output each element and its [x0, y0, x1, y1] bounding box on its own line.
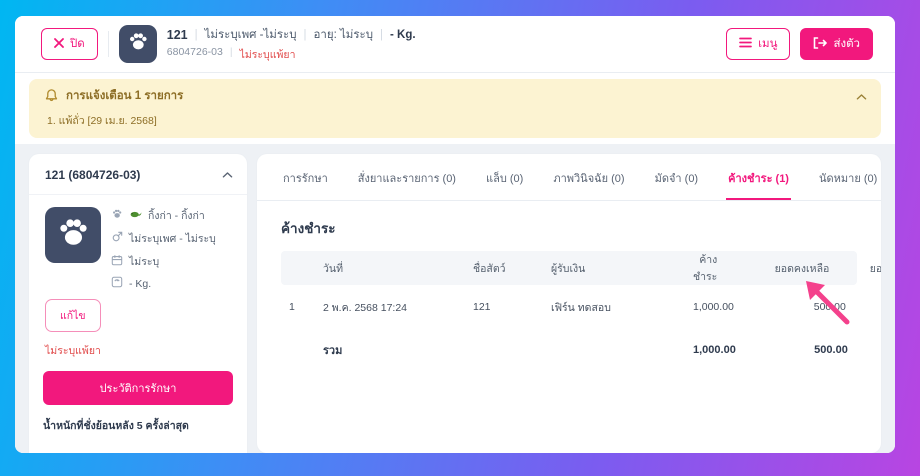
total-balance: 500.00	[814, 344, 848, 356]
row-pet: 121	[473, 301, 491, 313]
divider	[107, 31, 109, 57]
paw-icon	[54, 214, 92, 257]
patient-subtitle: 6804726-03 | ไม่ระบุแพ้ยา	[166, 45, 296, 61]
col-pet: ชื่อสัตว์	[473, 262, 506, 275]
pet-card-header[interactable]: 121 (6804726-03)	[29, 154, 247, 195]
tab-treatment[interactable]: การรักษา	[283, 173, 328, 185]
main-panel: การรักษา สั่งยาและรายการ (0) แล็บ (0) ภา…	[257, 154, 881, 453]
col-paid: ยอดชำระ	[869, 262, 881, 275]
weight-icon	[111, 276, 123, 291]
pet-card-title: 121 (6804726-03)	[45, 168, 141, 182]
section-title: ค้างชำระ	[281, 221, 336, 236]
col-date: วันที่	[323, 262, 343, 275]
row-payee: เฟิร์น ทดสอบ	[551, 301, 611, 314]
chart-plot-area: 5 4 3 2 1 0	[57, 446, 233, 454]
edit-button[interactable]: แก้ไข	[45, 299, 101, 332]
weight-chart: น้ำหนักที่ชั่งย้อนหลัง 5 ครั้งล่าสุด กิโ…	[29, 405, 247, 453]
total-due: 1,000.00	[693, 344, 736, 356]
tab-orders[interactable]: สั่งยาและรายการ (0)	[357, 173, 456, 185]
gender-icon	[111, 231, 123, 246]
col-due: ค้างชำระ	[693, 254, 718, 283]
weight-row: - Kg.	[111, 276, 216, 291]
paw-small-icon	[111, 208, 123, 223]
close-button-label: ปิด	[70, 38, 85, 50]
pet-details: กิ้งก่า - กิ้งก่า ไม่ระบุเพศ - ไม่ระบุ	[29, 195, 247, 291]
bell-icon	[45, 88, 58, 105]
patient-title-block: 121 | ไม่ระบุเพศ -ไม่ระบุ | อายุ: ไม่ระบ…	[167, 26, 416, 63]
tab-bar: การรักษา สั่งยาและรายการ (0) แล็บ (0) ภา…	[257, 154, 881, 201]
pet-id: 121	[166, 27, 188, 42]
tab-deposit[interactable]: มัดจำ (0)	[654, 173, 699, 185]
paw-icon	[126, 30, 150, 59]
total-label: รวม	[323, 345, 343, 357]
alert-title: การแจ้งเตือน 1 รายการ	[66, 90, 184, 102]
forward-button[interactable]: ส่งตัว	[800, 28, 873, 60]
collapse-chevron-icon[interactable]	[222, 166, 233, 184]
alert-header[interactable]: การแจ้งเตือน 1 รายการ	[45, 87, 865, 105]
close-button[interactable]: ปิด	[41, 28, 98, 60]
sidebar-allergy-note: ไม่ระบุแพ้ยา	[45, 345, 101, 357]
patient-header: ปิด 121 | ไม่ระบุเพศ -ไม่ระบุ | อายุ: ไม…	[15, 16, 895, 73]
record-number: 6804726-03	[166, 45, 223, 58]
pet-info-list: กิ้งก่า - กิ้งก่า ไม่ระบุเพศ - ไม่ระบุ	[111, 207, 216, 291]
pet-age: อายุ: ไม่ระบุ	[313, 28, 374, 41]
tab-outstanding[interactable]: ค้างชำระ (1)	[726, 154, 791, 200]
tab-diagnostic-images[interactable]: ภาพวินิจฉัย (0)	[553, 173, 625, 185]
species-row: กิ้งก่า - กิ้งก่า	[111, 207, 216, 224]
row-date: 2 พ.ค. 2568 17:24	[323, 301, 408, 314]
forward-arrow-icon	[813, 36, 828, 52]
outstanding-table: วันที่ ชื่อสัตว์ ผู้รับเงิน ค้างชำระ ยอด…	[281, 251, 881, 371]
content-area: 121 (6804726-03)	[15, 144, 895, 453]
pet-avatar	[118, 25, 157, 63]
menu-icon	[739, 37, 752, 51]
row-index: 1	[289, 301, 295, 313]
forward-button-label: ส่งตัว	[833, 38, 860, 50]
treatment-history-button[interactable]: ประวัติการรักษา	[43, 371, 233, 405]
table-total-row: รวม 1,000.00 500.00 0.00	[281, 329, 857, 371]
tab-lab[interactable]: แล็บ (0)	[485, 173, 524, 185]
pet-weight: - Kg.	[390, 28, 416, 41]
notification-alert: การแจ้งเตือน 1 รายการ 1. แพ้ถั่ว [29 เม.…	[29, 79, 881, 138]
pet-sidebar: 121 (6804726-03)	[29, 154, 247, 453]
gender-value: ไม่ระบุเพศ - ไม่ระบุ	[129, 233, 216, 245]
birthdate-row: ไม่ระบุ	[111, 253, 216, 270]
patient-title: 121 | ไม่ระบุเพศ -ไม่ระบุ | อายุ: ไม่ระบ…	[166, 27, 416, 42]
table-row: 1 2 พ.ค. 2568 17:24 121 เฟิร์น ทดสอบ 1,0…	[281, 285, 857, 329]
app-window: ปิด 121 | ไม่ระบุเพศ -ไม่ระบุ | อายุ: ไม…	[15, 16, 895, 453]
pet-sex-breed: ไม่ระบุเพศ -ไม่ระบุ	[204, 28, 297, 41]
row-due: 1,000.00	[693, 301, 734, 313]
gender-row: ไม่ระบุเพศ - ไม่ระบุ	[111, 230, 216, 247]
menu-button-label: เมนู	[758, 38, 778, 50]
menu-button[interactable]: เมนู	[726, 28, 791, 60]
y-tick: 5	[57, 451, 71, 454]
annotation-arrow	[799, 272, 855, 333]
alert-collapse-chevron-icon[interactable]	[856, 88, 867, 106]
weight-value: - Kg.	[129, 277, 152, 290]
alert-item: 1. แพ้ถั่ว [29 เม.ย. 2568]	[47, 115, 157, 127]
tab-appointments[interactable]: นัดหมาย (0)	[818, 173, 878, 185]
pet-avatar-large	[45, 207, 101, 263]
col-payee: ผู้รับเงิน	[551, 262, 586, 275]
lizard-icon	[129, 209, 142, 223]
pet-info-card: 121 (6804726-03)	[29, 154, 247, 453]
table-header-row: วันที่ ชื่อสัตว์ ผู้รับเงิน ค้างชำระ ยอด…	[281, 251, 881, 285]
birthdate-value: ไม่ระบุ	[129, 256, 160, 268]
species-value: กิ้งก่า - กิ้งก่า	[148, 210, 205, 222]
col-balance: ยอดคงเหลือ	[774, 262, 830, 275]
total-paid: 0.00	[854, 344, 881, 356]
close-icon	[54, 37, 64, 51]
birthday-icon	[111, 254, 123, 269]
chart-title: น้ำหนักที่ชั่งย้อนหลัง 5 ครั้งล่าสุด	[43, 420, 189, 432]
allergy-note: ไม่ระบุแพ้ยา	[239, 48, 296, 61]
